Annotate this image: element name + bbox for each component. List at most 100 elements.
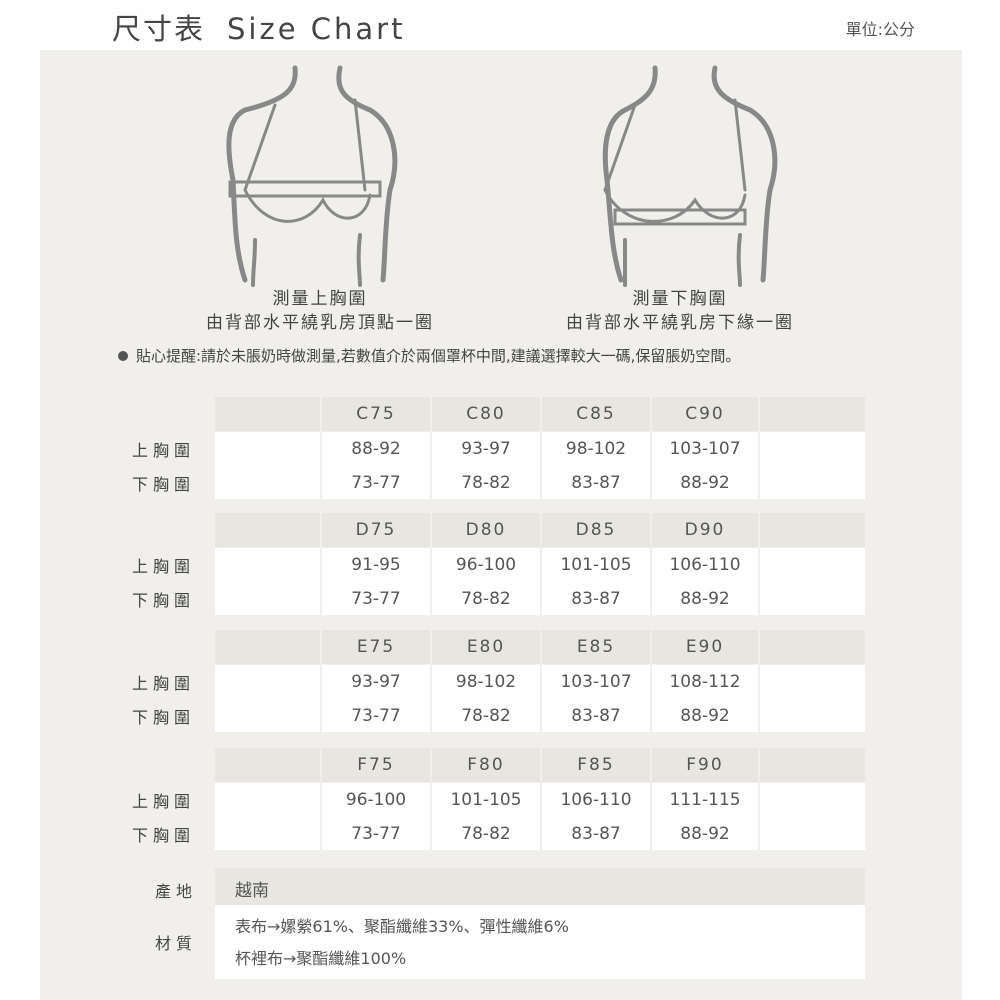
tip-note: 貼心提醒:請於未脹奶時做測量,若數值介於兩個罩杯中間,建議選擇較大一碼,保留脹奶… bbox=[118, 345, 740, 366]
size-values: 88-92 73-77 bbox=[322, 432, 430, 499]
unit-label: 單位:公分 bbox=[845, 20, 915, 39]
material-label: 材質 bbox=[155, 934, 198, 953]
lower-bust-value: 88-92 bbox=[680, 589, 730, 609]
lower-bust-label: 下胸圍 bbox=[132, 708, 196, 727]
title-zh: 尺寸表 bbox=[112, 12, 206, 46]
upper-bust-value: 98-102 bbox=[565, 439, 627, 459]
data-blank bbox=[215, 783, 320, 850]
header-blank bbox=[215, 513, 320, 547]
data-blank bbox=[215, 665, 320, 732]
size-header: E85 bbox=[542, 630, 650, 664]
data-blank bbox=[215, 548, 320, 615]
size-table-0: 上胸圍 下胸圍 C75 88-92 73-77 C80 93-97 78-82 C85 … bbox=[0, 397, 1000, 499]
size-values: 108-112 88-92 bbox=[652, 665, 758, 732]
size-values: 101-105 83-87 bbox=[542, 548, 650, 615]
size-header: F80 bbox=[432, 748, 540, 782]
origin-cell: 越南 bbox=[215, 868, 865, 905]
caption-desc: 由背部水平繞乳房頂點一圈 bbox=[206, 313, 434, 333]
header-blank bbox=[215, 397, 320, 431]
bullet-icon bbox=[118, 351, 128, 361]
lower-bust-value: 73-77 bbox=[351, 706, 401, 726]
data-blank bbox=[760, 783, 865, 850]
lower-bust-value: 78-82 bbox=[461, 589, 511, 609]
size-header: D80 bbox=[432, 513, 540, 547]
data-blank bbox=[760, 548, 865, 615]
size-values: 91-95 73-77 bbox=[322, 548, 430, 615]
size-values: 106-110 88-92 bbox=[652, 548, 758, 615]
lower-bust-value: 73-77 bbox=[351, 473, 401, 493]
size-values: 103-107 83-87 bbox=[542, 665, 650, 732]
upper-bust-value: 96-100 bbox=[455, 555, 517, 575]
upper-bust-value: 111-115 bbox=[669, 790, 741, 810]
upper-bust-value: 101-105 bbox=[450, 790, 522, 810]
upper-bust-value: 91-95 bbox=[351, 555, 401, 575]
size-header: D75 bbox=[322, 513, 430, 547]
caption-desc: 由背部水平繞乳房下緣一圈 bbox=[566, 313, 794, 333]
lower-bust-value: 83-87 bbox=[571, 473, 621, 493]
lower-bust-value: 83-87 bbox=[571, 589, 621, 609]
size-header: D85 bbox=[542, 513, 650, 547]
material-line: 杯裡布→聚酯纖維100% bbox=[235, 949, 407, 968]
origin-value: 越南 bbox=[235, 881, 269, 901]
data-blank bbox=[215, 432, 320, 499]
caption-title: 測量下胸圍 bbox=[632, 289, 728, 309]
size-header: D90 bbox=[652, 513, 758, 547]
lower-bust-illustration bbox=[602, 65, 778, 287]
upper-bust-value: 103-107 bbox=[560, 672, 632, 692]
size-values: 93-97 73-77 bbox=[322, 665, 430, 732]
size-values: 101-105 78-82 bbox=[432, 783, 540, 850]
lower-bust-label: 下胸圍 bbox=[132, 475, 196, 494]
size-values: 96-100 73-77 bbox=[322, 783, 430, 850]
size-header: C80 bbox=[432, 397, 540, 431]
size-values: 98-102 78-82 bbox=[432, 665, 540, 732]
lower-bust-value: 83-87 bbox=[571, 706, 621, 726]
lower-bust-value: 78-82 bbox=[461, 706, 511, 726]
lower-bust-caption: 測量下胸圍由背部水平繞乳房下緣一圈 bbox=[520, 287, 840, 335]
size-header: F85 bbox=[542, 748, 650, 782]
header-blank bbox=[215, 630, 320, 664]
lower-bust-label: 下胸圍 bbox=[132, 826, 196, 845]
lower-bust-value: 88-92 bbox=[680, 473, 730, 493]
caption-title: 測量上胸圍 bbox=[272, 289, 368, 309]
size-values: 93-97 78-82 bbox=[432, 432, 540, 499]
header-blank bbox=[760, 748, 865, 782]
data-blank bbox=[760, 665, 865, 732]
header-blank bbox=[760, 513, 865, 547]
lower-bust-value: 73-77 bbox=[351, 824, 401, 844]
size-header: C90 bbox=[652, 397, 758, 431]
size-header: C85 bbox=[542, 397, 650, 431]
upper-bust-value: 96-100 bbox=[345, 790, 407, 810]
tip-text: 貼心提醒:請於未脹奶時做測量,若數值介於兩個罩杯中間,建議選擇較大一碼,保留脹奶… bbox=[136, 347, 741, 365]
lower-bust-value: 88-92 bbox=[680, 824, 730, 844]
header-blank bbox=[215, 748, 320, 782]
upper-bust-value: 108-112 bbox=[669, 672, 741, 692]
header-blank bbox=[760, 630, 865, 664]
size-values: 96-100 78-82 bbox=[432, 548, 540, 615]
size-header: F90 bbox=[652, 748, 758, 782]
page-title: 尺寸表 Size Chart bbox=[112, 6, 405, 48]
origin-label: 產地 bbox=[155, 882, 198, 901]
material-cell: 表布→嫘縈61%、聚酯纖維33%、彈性纖維6% 杯裡布→聚酯纖維100% bbox=[215, 905, 865, 979]
size-header: E75 bbox=[322, 630, 430, 664]
size-values: 111-115 88-92 bbox=[652, 783, 758, 850]
upper-bust-caption: 測量上胸圍由背部水平繞乳房頂點一圈 bbox=[160, 287, 480, 335]
upper-bust-label: 上胸圍 bbox=[132, 792, 196, 811]
upper-bust-value: 103-107 bbox=[669, 439, 741, 459]
title-en: Size Chart bbox=[227, 12, 406, 46]
size-header: E80 bbox=[432, 630, 540, 664]
upper-bust-value: 101-105 bbox=[560, 555, 632, 575]
lower-bust-value: 88-92 bbox=[680, 706, 730, 726]
upper-bust-value: 98-102 bbox=[455, 672, 517, 692]
header-blank bbox=[760, 397, 865, 431]
size-header: C75 bbox=[322, 397, 430, 431]
material-line: 表布→嫘縈61%、聚酯纖維33%、彈性纖維6% bbox=[235, 917, 569, 936]
lower-bust-value: 73-77 bbox=[351, 589, 401, 609]
upper-bust-value: 88-92 bbox=[351, 439, 401, 459]
lower-bust-value: 83-87 bbox=[571, 824, 621, 844]
data-blank bbox=[760, 432, 865, 499]
upper-bust-illustration bbox=[226, 65, 398, 287]
upper-bust-label: 上胸圍 bbox=[132, 557, 196, 576]
upper-bust-label: 上胸圍 bbox=[132, 441, 196, 460]
lower-bust-value: 78-82 bbox=[461, 824, 511, 844]
size-values: 103-107 88-92 bbox=[652, 432, 758, 499]
